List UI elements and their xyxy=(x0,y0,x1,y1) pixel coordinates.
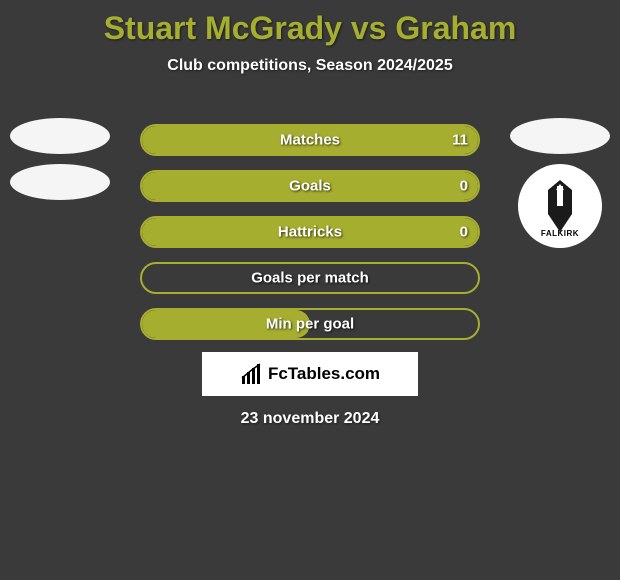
stat-bar: Goals0 xyxy=(140,170,480,202)
player-placeholder-icon xyxy=(10,118,110,154)
club-placeholder-icon xyxy=(10,164,110,200)
stat-bar: Min per goal xyxy=(140,308,480,340)
stat-bar: Goals per match xyxy=(140,262,480,294)
chart-icon xyxy=(240,362,264,386)
crest-label: FALKIRK xyxy=(541,229,579,238)
page-title: Stuart McGrady vs Graham xyxy=(0,0,620,47)
branding-text: FcTables.com xyxy=(268,364,380,384)
stat-bars: Matches11 Goals0 Hattricks0 Goals per match… xyxy=(140,124,480,340)
branding-badge: FcTables.com xyxy=(202,352,418,396)
date-label: 23 november 2024 xyxy=(0,410,620,428)
stat-bar-fill xyxy=(142,126,478,154)
stat-bar-fill xyxy=(142,218,478,246)
stat-bar-fill xyxy=(142,172,478,200)
subtitle: Club competitions, Season 2024/2025 xyxy=(0,57,620,75)
club-crest-icon: FALKIRK xyxy=(518,164,602,248)
stat-bar: Matches11 xyxy=(140,124,480,156)
stat-bar-label: Goals per match xyxy=(142,270,478,287)
player-placeholder-icon xyxy=(510,118,610,154)
stat-bar: Hattricks0 xyxy=(140,216,480,248)
player-left-avatar xyxy=(10,118,110,200)
stat-bar-fill xyxy=(142,310,310,338)
player-right-avatar: FALKIRK xyxy=(510,118,610,248)
